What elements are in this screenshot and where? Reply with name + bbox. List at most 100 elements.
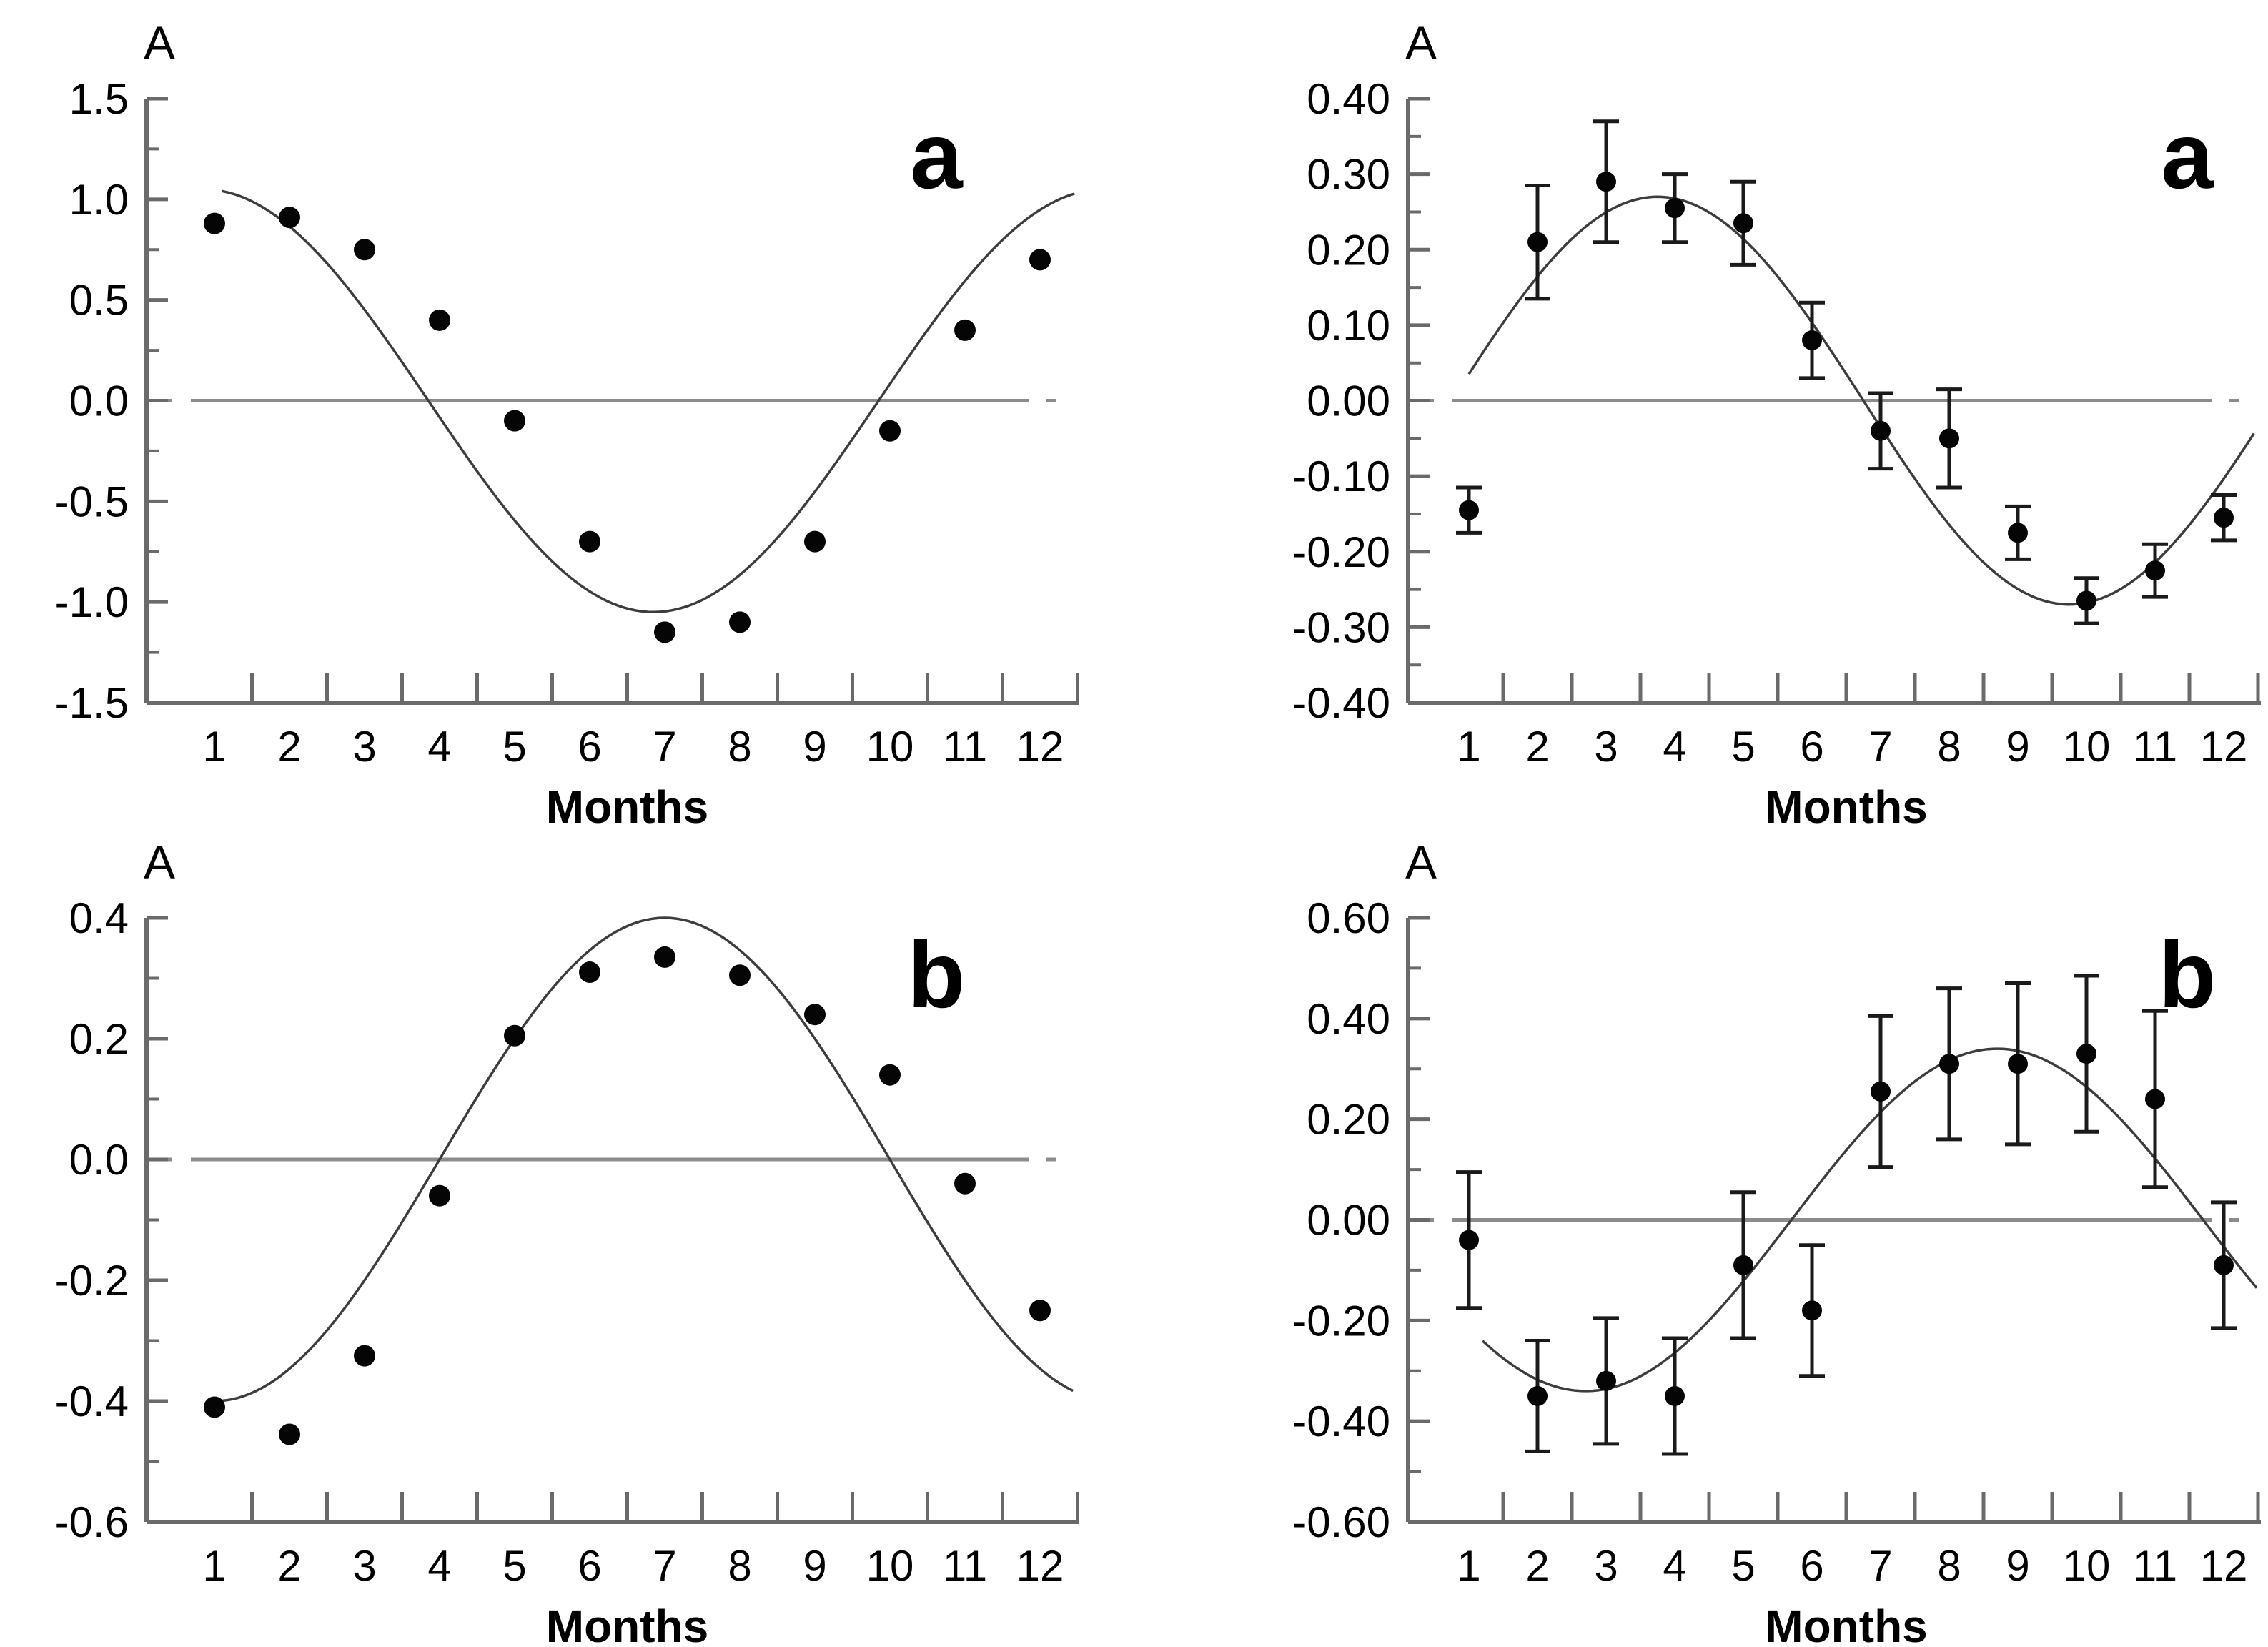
x-tick-label: 1 [1457,1542,1480,1590]
x-tick-label: 8 [728,1542,751,1590]
x-tick-label: 4 [427,723,451,771]
y-tick-label: -0.60 [1292,1498,1390,1546]
y-tick-label: -1.5 [55,679,129,727]
x-axis-title: Months [546,781,709,826]
x-tick-label: 3 [1594,1542,1618,1590]
x-tick-label: 3 [1594,723,1618,771]
data-point [504,1024,525,1047]
y-axis: 0.4 0.2 0.0 -0.2 -0.4 -0.6 [55,894,168,1546]
data-point [1802,1300,1822,1321]
panel-letter: a [910,103,964,208]
data-point [2145,1089,2165,1109]
data-point [1939,1054,1959,1074]
y-tick-label: -0.5 [55,478,129,525]
x-axis: 1 2 3 4 5 6 7 8 9 10 11 12 [1408,673,2261,771]
x-tick-label: 8 [1937,1542,1961,1590]
data-point [204,212,225,234]
y-tick-label: 0.10 [1307,302,1390,350]
data-point [354,1345,375,1367]
data-point [729,611,751,633]
x-tick-label: 10 [2063,1542,2111,1590]
fit-curve [214,916,1074,1403]
x-axis: 1 2 3 4 5 6 7 8 9 10 11 12 [1408,1492,2261,1590]
x-tick-label: 2 [277,723,301,771]
x-tick-label: 9 [2006,723,2029,771]
x-tick-label: 3 [352,723,376,771]
data-point [279,207,300,229]
y-tick-label: -0.20 [1292,528,1390,576]
x-axis-title: Months [546,1601,709,1646]
error-bars [1456,974,2237,1456]
y-tick-label: -0.6 [55,1498,129,1546]
x-tick-label: 11 [943,1542,987,1590]
data-point [579,530,600,553]
x-tick-label: 2 [1525,1542,1549,1590]
x-axis-title: Months [1765,781,1928,826]
y-tick-label: -0.2 [55,1257,129,1305]
panel-bottom-left-amplitude-vs-months: 0.40.20.0-0.2-0.4-0.6A1 2 3 4 5 6 7 8 9 10 11 12Mon… [7,825,1094,1646]
x-tick-label: 9 [803,1542,826,1590]
data-point [1459,1230,1479,1250]
y-tick-label: 0.30 [1307,151,1390,199]
x-tick-label: 12 [1016,1542,1064,1590]
y-tick-label: 0.0 [69,377,129,425]
y-tick-label: -0.20 [1292,1297,1390,1345]
data-point [2076,1044,2096,1064]
data-point [954,1172,976,1195]
data-point [1665,198,1685,219]
data-point [354,239,375,261]
data-points [204,946,1051,1445]
x-tick-label: 5 [502,1542,526,1590]
y-tick-label: -0.10 [1292,452,1390,500]
y-tick-label: -0.30 [1292,603,1390,651]
data-point [2076,590,2096,611]
x-tick-label: 5 [502,723,526,771]
data-points [1459,1044,2234,1406]
x-tick-label: 11 [2133,1542,2177,1590]
x-tick-label: 8 [1937,723,1961,771]
data-point [2008,1054,2028,1074]
data-point [1596,1370,1616,1391]
panel-letter: a [2161,103,2214,208]
fit-curve [222,189,1075,613]
y-axis: 0.60 0.40 0.20 0.00 -0.20 -0.40 -0.60 [1292,894,1430,1546]
x-tick-label: 5 [1731,1542,1755,1590]
data-point [1802,330,1822,350]
y-tick-label: 0.40 [1307,75,1390,123]
data-point [879,420,901,442]
x-tick-label: 11 [943,723,987,771]
data-point [654,946,675,968]
x-tick-label: 6 [578,723,601,771]
data-point [1029,1300,1051,1322]
data-point [2214,508,2234,528]
y-tick-label: -0.4 [55,1378,129,1425]
x-tick-label: 10 [866,1542,914,1590]
data-points [1459,172,2234,611]
x-tick-label: 10 [2063,723,2111,771]
y-axis-title: A [1405,16,1437,69]
x-tick-label: 7 [1868,1542,1892,1590]
data-point [1871,420,1891,441]
x-tick-label: 6 [1800,1542,1823,1590]
y-tick-label: 0.40 [1307,995,1390,1043]
data-point [1527,232,1548,252]
x-tick-label: 12 [2200,723,2248,771]
data-point [2008,523,2028,543]
x-tick-label: 10 [866,723,914,771]
data-point [429,309,450,331]
x-tick-label: 1 [202,723,226,771]
y-axis-title: A [144,16,175,69]
data-point [504,410,525,432]
y-tick-label: 0.20 [1307,226,1390,274]
fit-curve [1467,195,2255,606]
data-point [1459,500,1479,520]
panel-letter: b [2159,922,2217,1027]
x-tick-label: 9 [2006,1542,2029,1590]
x-tick-label: 4 [427,1542,451,1590]
x-tick-label: 6 [1800,723,1823,771]
data-point [2214,1255,2234,1275]
data-point [2145,560,2165,581]
data-point [1733,213,1753,234]
